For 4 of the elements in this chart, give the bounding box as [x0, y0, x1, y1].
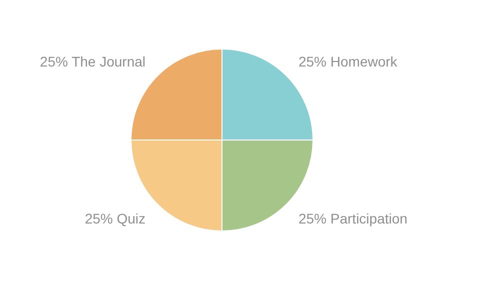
slice-label: 25% Quiz — [84, 210, 146, 226]
slice-label: 25% Participation — [298, 210, 408, 226]
slice-label: 25% The Journal — [40, 53, 146, 70]
slice-label: 25% Homework — [298, 53, 398, 70]
